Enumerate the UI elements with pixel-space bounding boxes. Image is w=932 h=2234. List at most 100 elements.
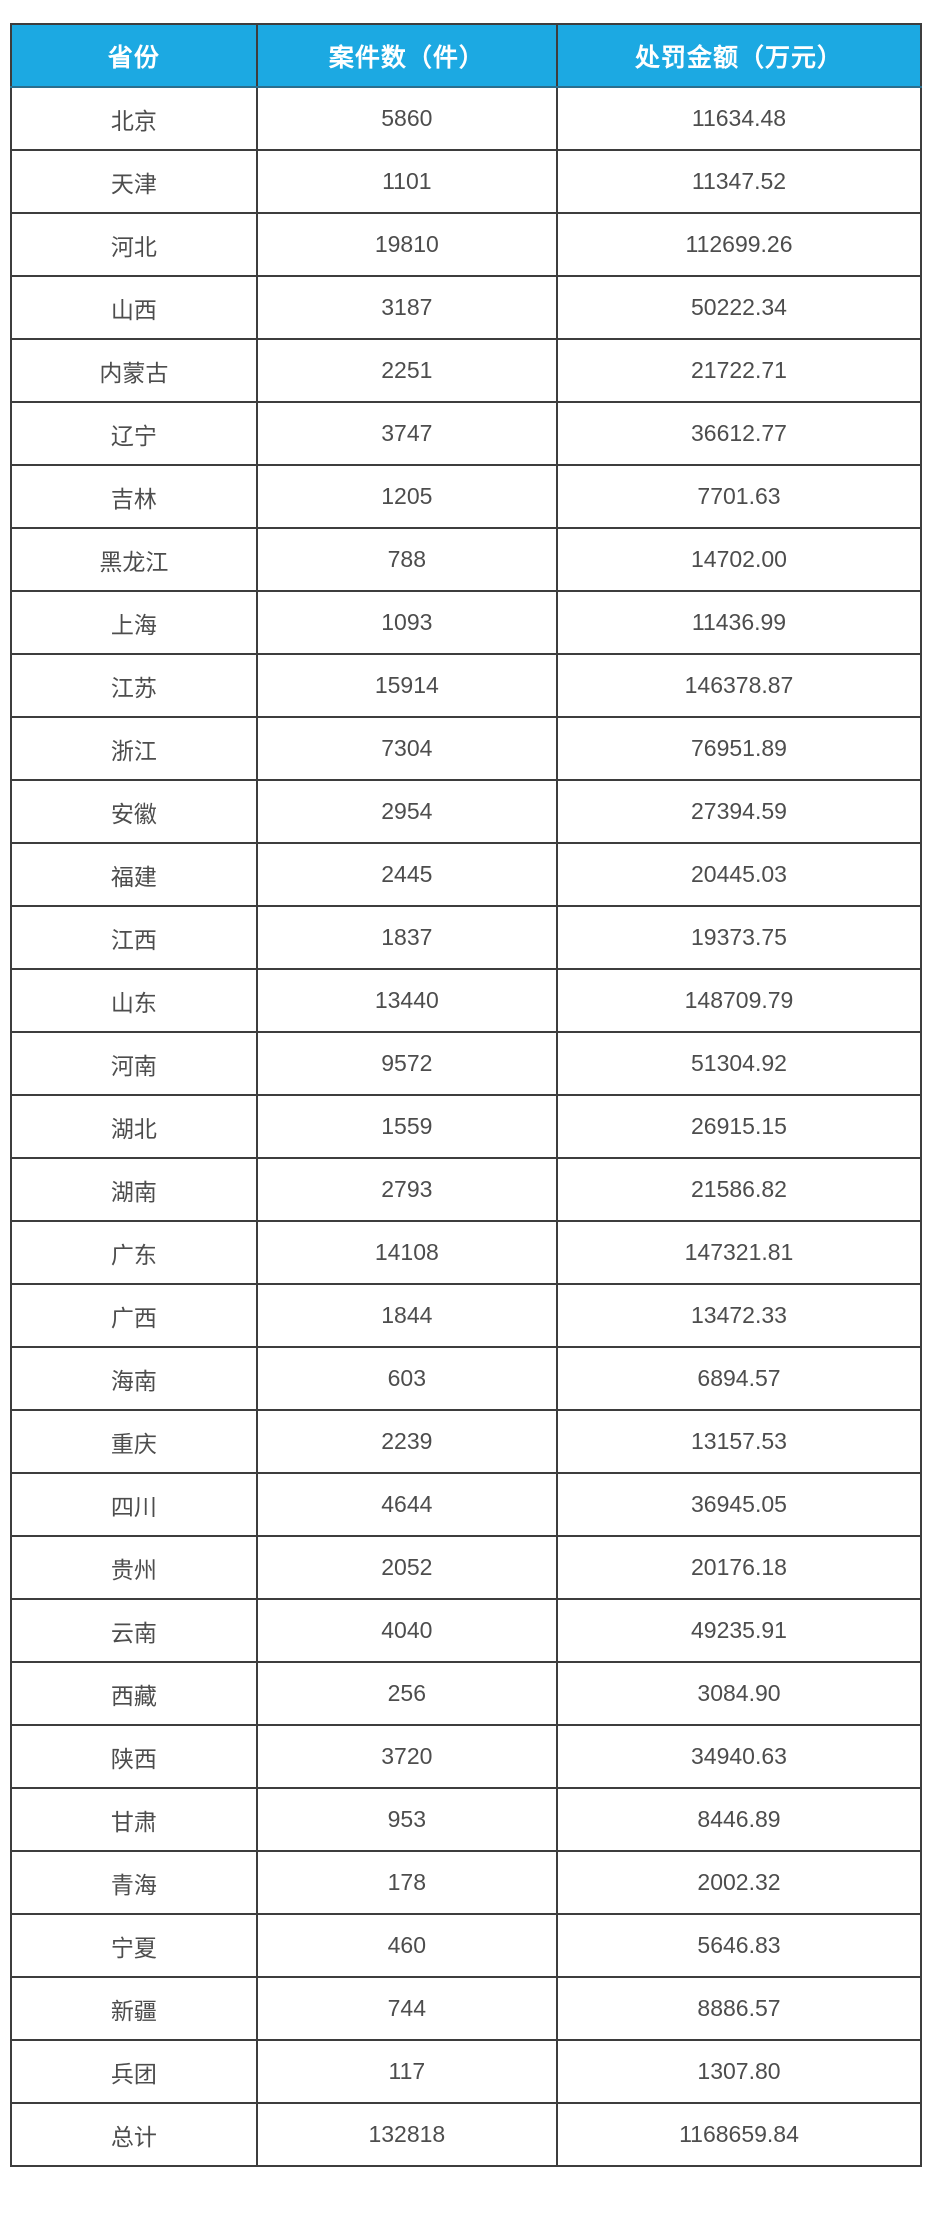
cell-penalty-amount: 36612.77: [555, 401, 923, 466]
cell-case-count: 2251: [255, 338, 558, 403]
cell-penalty-amount: 27394.59: [555, 779, 923, 844]
cell-case-count: 13440: [255, 968, 558, 1033]
cell-penalty-amount: 8446.89: [555, 1787, 923, 1852]
col-header-province: 省份: [10, 23, 258, 88]
cell-case-count: 3747: [255, 401, 558, 466]
cell-province: 江苏: [10, 653, 258, 718]
cell-penalty-amount: 11436.99: [555, 590, 923, 655]
table-row: 陕西 3720 34940.63: [10, 1724, 923, 1789]
cell-penalty-amount: 26915.15: [555, 1094, 923, 1159]
cell-case-count: 14108: [255, 1220, 558, 1285]
cell-province: 北京: [10, 86, 258, 151]
table-row: 安徽 2954 27394.59: [10, 779, 923, 844]
cell-province: 新疆: [10, 1976, 258, 2041]
table-row: 河北 19810 112699.26: [10, 212, 923, 277]
cell-province: 辽宁: [10, 401, 258, 466]
cell-province: 内蒙古: [10, 338, 258, 403]
cell-penalty-amount: 20445.03: [555, 842, 923, 907]
cell-penalty-amount: 147321.81: [555, 1220, 923, 1285]
cell-case-count: 117: [255, 2039, 558, 2104]
table-row: 福建 2445 20445.03: [10, 842, 923, 907]
cell-case-count: 460: [255, 1913, 558, 1978]
cell-case-count: 2239: [255, 1409, 558, 1474]
cell-case-count: 256: [255, 1661, 558, 1726]
cell-penalty-amount: 3084.90: [555, 1661, 923, 1726]
cell-penalty-amount: 6894.57: [555, 1346, 923, 1411]
table-row: 云南 4040 49235.91: [10, 1598, 923, 1663]
cell-case-count: 2052: [255, 1535, 558, 1600]
cell-case-count: 4644: [255, 1472, 558, 1537]
table-body: 北京 5860 11634.48 天津 1101 11347.52 河北 19810 11269…: [10, 86, 923, 2167]
col-header-penalty-amount: 处罚金额（万元）: [555, 23, 923, 88]
cell-province: 云南: [10, 1598, 258, 1663]
cell-case-count: 3720: [255, 1724, 558, 1789]
cell-province: 兵团: [10, 2039, 258, 2104]
cell-province: 吉林: [10, 464, 258, 529]
cell-province: 重庆: [10, 1409, 258, 1474]
cell-province: 山西: [10, 275, 258, 340]
cell-province: 江西: [10, 905, 258, 970]
cell-province: 上海: [10, 590, 258, 655]
cell-penalty-amount: 11347.52: [555, 149, 923, 214]
table-row: 吉林 1205 7701.63: [10, 464, 923, 529]
cell-case-count: 132818: [255, 2102, 558, 2167]
cell-case-count: 178: [255, 1850, 558, 1915]
cell-case-count: 1837: [255, 905, 558, 970]
cell-penalty-amount: 19373.75: [555, 905, 923, 970]
cell-case-count: 15914: [255, 653, 558, 718]
cell-province: 黑龙江: [10, 527, 258, 592]
table-row: 甘肃 953 8446.89: [10, 1787, 923, 1852]
cell-province: 海南: [10, 1346, 258, 1411]
cell-penalty-amount: 2002.32: [555, 1850, 923, 1915]
cell-province: 西藏: [10, 1661, 258, 1726]
cell-province: 浙江: [10, 716, 258, 781]
table-row: 海南 603 6894.57: [10, 1346, 923, 1411]
table-row: 四川 4644 36945.05: [10, 1472, 923, 1537]
cell-penalty-amount: 21586.82: [555, 1157, 923, 1222]
cell-province: 青海: [10, 1850, 258, 1915]
cell-case-count: 5860: [255, 86, 558, 151]
table-row: 重庆 2239 13157.53: [10, 1409, 923, 1474]
cell-penalty-amount: 1168659.84: [555, 2102, 923, 2167]
table-row: 江西 1837 19373.75: [10, 905, 923, 970]
cell-province: 湖南: [10, 1157, 258, 1222]
cell-penalty-amount: 112699.26: [555, 212, 923, 277]
cell-penalty-amount: 34940.63: [555, 1724, 923, 1789]
cell-case-count: 1844: [255, 1283, 558, 1348]
cell-penalty-amount: 146378.87: [555, 653, 923, 718]
table-row: 浙江 7304 76951.89: [10, 716, 923, 781]
table-row: 河南 9572 51304.92: [10, 1031, 923, 1096]
cell-case-count: 9572: [255, 1031, 558, 1096]
cell-case-count: 1205: [255, 464, 558, 529]
cell-province: 安徽: [10, 779, 258, 844]
cell-penalty-amount: 21722.71: [555, 338, 923, 403]
table-row: 辽宁 3747 36612.77: [10, 401, 923, 466]
cell-penalty-amount: 5646.83: [555, 1913, 923, 1978]
cell-penalty-amount: 51304.92: [555, 1031, 923, 1096]
table-header: 省份 案件数（件） 处罚金额（万元）: [10, 23, 923, 88]
cell-penalty-amount: 148709.79: [555, 968, 923, 1033]
table-row: 湖北 1559 26915.15: [10, 1094, 923, 1159]
cell-province: 宁夏: [10, 1913, 258, 1978]
table-row: 贵州 2052 20176.18: [10, 1535, 923, 1600]
table-row: 宁夏 460 5646.83: [10, 1913, 923, 1978]
cell-case-count: 744: [255, 1976, 558, 2041]
cell-penalty-amount: 76951.89: [555, 716, 923, 781]
col-header-case-count: 案件数（件）: [255, 23, 558, 88]
cell-penalty-amount: 14702.00: [555, 527, 923, 592]
table-row: 山西 3187 50222.34: [10, 275, 923, 340]
cell-province: 广东: [10, 1220, 258, 1285]
cell-province: 贵州: [10, 1535, 258, 1600]
cell-penalty-amount: 1307.80: [555, 2039, 923, 2104]
province-penalty-table: 省份 案件数（件） 处罚金额（万元） 北京 5860 11634.48 天津 1101 1…: [10, 23, 923, 2167]
table-row: 黑龙江 788 14702.00: [10, 527, 923, 592]
cell-penalty-amount: 13157.53: [555, 1409, 923, 1474]
cell-penalty-amount: 36945.05: [555, 1472, 923, 1537]
cell-province: 甘肃: [10, 1787, 258, 1852]
cell-case-count: 1559: [255, 1094, 558, 1159]
cell-case-count: 2954: [255, 779, 558, 844]
table-row: 新疆 744 8886.57: [10, 1976, 923, 2041]
total-row: 总计 132818 1168659.84: [10, 2102, 923, 2167]
cell-case-count: 2793: [255, 1157, 558, 1222]
cell-province: 河南: [10, 1031, 258, 1096]
